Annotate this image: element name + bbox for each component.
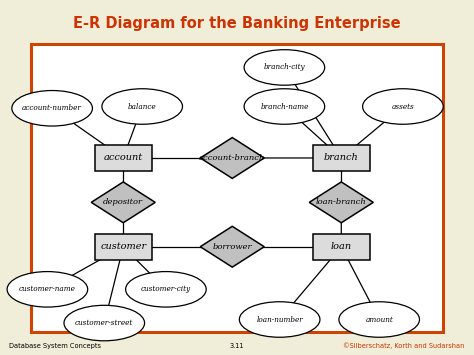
Bar bbox=[95, 234, 152, 260]
Polygon shape bbox=[91, 182, 155, 223]
Text: branch: branch bbox=[324, 153, 359, 163]
Text: customer: customer bbox=[100, 242, 146, 251]
Text: E-R Diagram for the Banking Enterprise: E-R Diagram for the Banking Enterprise bbox=[73, 16, 401, 31]
Ellipse shape bbox=[7, 272, 88, 307]
Text: balance: balance bbox=[128, 103, 156, 110]
Ellipse shape bbox=[339, 302, 419, 337]
Ellipse shape bbox=[239, 302, 320, 337]
Text: Database System Concepts: Database System Concepts bbox=[9, 343, 101, 349]
Bar bbox=[95, 145, 152, 171]
Ellipse shape bbox=[126, 272, 206, 307]
Ellipse shape bbox=[244, 50, 325, 85]
Text: account-branch: account-branch bbox=[199, 154, 265, 162]
Bar bbox=[313, 145, 370, 171]
Text: customer-street: customer-street bbox=[75, 319, 133, 327]
Text: loan: loan bbox=[331, 242, 352, 251]
Text: branch-name: branch-name bbox=[260, 103, 309, 110]
Polygon shape bbox=[309, 182, 373, 223]
Ellipse shape bbox=[64, 305, 145, 341]
Ellipse shape bbox=[102, 89, 182, 124]
Text: borrower: borrower bbox=[212, 243, 252, 251]
Text: account-number: account-number bbox=[22, 104, 82, 112]
Text: loan-branch: loan-branch bbox=[316, 198, 367, 206]
Text: account: account bbox=[104, 153, 143, 163]
Polygon shape bbox=[200, 137, 264, 178]
Text: 3.11: 3.11 bbox=[230, 343, 244, 349]
Text: depositor: depositor bbox=[103, 198, 143, 206]
Polygon shape bbox=[200, 226, 264, 267]
Ellipse shape bbox=[244, 89, 325, 124]
Text: customer-city: customer-city bbox=[141, 285, 191, 293]
Bar bbox=[313, 234, 370, 260]
Ellipse shape bbox=[12, 91, 92, 126]
Ellipse shape bbox=[363, 89, 443, 124]
Text: loan-number: loan-number bbox=[256, 316, 303, 323]
Text: amount: amount bbox=[365, 316, 393, 323]
Bar bbox=[31, 44, 443, 332]
Text: branch-city: branch-city bbox=[264, 64, 305, 71]
Text: assets: assets bbox=[392, 103, 414, 110]
Text: ©Silberschatz, Korth and Sudarshan: ©Silberschatz, Korth and Sudarshan bbox=[343, 342, 465, 349]
Text: customer-name: customer-name bbox=[19, 285, 76, 293]
